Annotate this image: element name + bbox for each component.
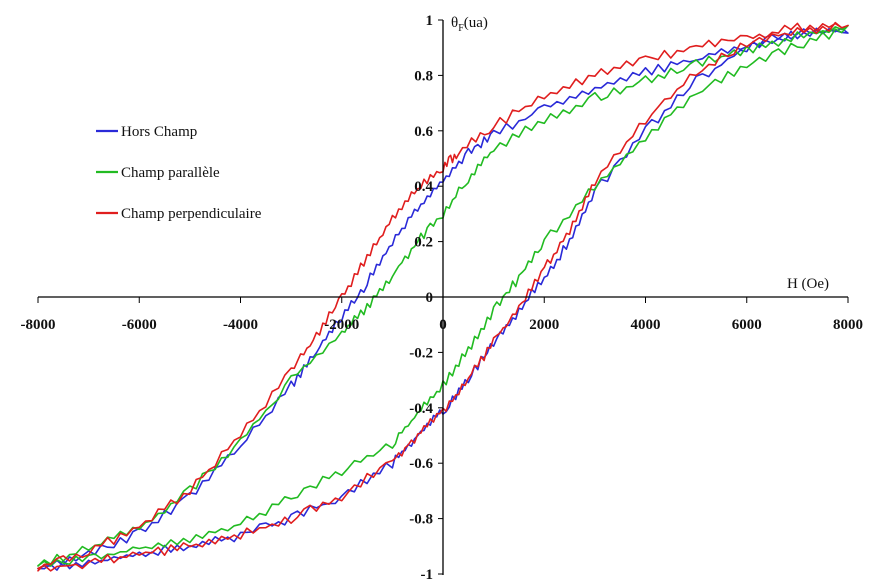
series-layer	[37, 21, 849, 572]
y-tick-label: -0.8	[409, 512, 433, 528]
y-tick-label: -0.2	[409, 345, 433, 361]
legend-label: Champ parallèle	[121, 165, 220, 181]
y-axis-title: θF(ua)	[451, 15, 488, 34]
x-tick-label: 4000	[631, 317, 661, 333]
x-tick-label: -6000	[122, 317, 157, 333]
y-tick-label: 1	[426, 13, 434, 29]
y-tick-label: 0	[426, 290, 434, 306]
x-tick-label: -8000	[21, 317, 56, 333]
y-axis-title-sub: F	[458, 23, 464, 34]
axes-layer: -8000 -6000 -4000 -2000 0 2000 4000 6000 8000 -1 -…	[21, 13, 864, 583]
y-tick-label: 0.8	[414, 68, 433, 84]
legend-label: Champ perpendiculaire	[121, 206, 262, 222]
y-tick-label: -0.4	[409, 401, 433, 417]
y-axis-title-main: θ	[451, 15, 458, 31]
y-tick-label: 0.2	[414, 235, 433, 251]
y-tick-label: -1	[421, 567, 434, 583]
x-tick-label: 8000	[833, 317, 863, 333]
x-tick-label: -4000	[223, 317, 258, 333]
x-tick-label: 0	[439, 317, 447, 333]
y-tick-label: 0.6	[414, 124, 433, 140]
x-tick-label: -2000	[324, 317, 359, 333]
y-tick-label: -0.6	[409, 456, 433, 472]
x-tick-label: 6000	[732, 317, 762, 333]
series-line	[37, 21, 849, 572]
x-axis-title: H (Oe)	[787, 276, 829, 292]
legend: Hors Champ Champ parallèle Champ perpendic…	[96, 124, 262, 222]
legend-label: Hors Champ	[121, 124, 197, 140]
y-tick-label: 0.4	[414, 179, 433, 195]
y-axis-title-unit: (ua)	[464, 15, 488, 31]
x-tick-label: 2000	[529, 317, 559, 333]
